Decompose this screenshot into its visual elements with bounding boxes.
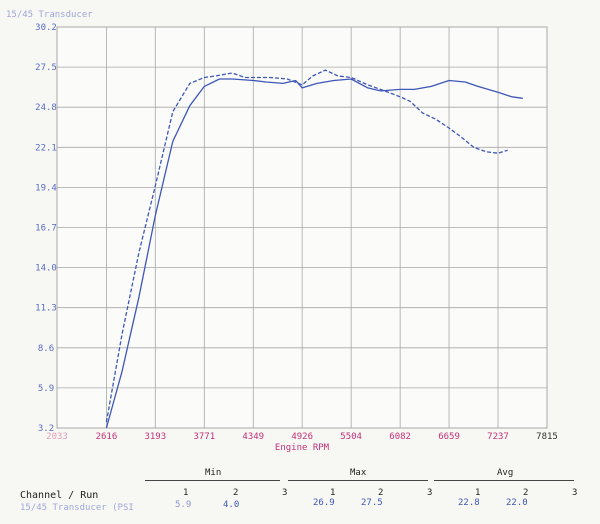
- x-axis-label: Engine RPM: [275, 443, 330, 453]
- series-line-2: [105, 69, 508, 423]
- x-tick-label-7815: 7815: [536, 432, 558, 442]
- y-tick-label-27.5: 27.5: [35, 63, 57, 73]
- x-tick-label-6082: 6082: [389, 432, 411, 442]
- x-tick-label-4926: 4926: [291, 432, 313, 442]
- x-tick-label-7237: 7237: [487, 432, 509, 442]
- y-tick-label-8.6: 8.6: [38, 344, 54, 354]
- x-tick-label-2616: 2616: [96, 432, 118, 442]
- y-tick-label-24.8: 24.8: [35, 103, 57, 113]
- x-tick-label-3771: 3771: [193, 432, 215, 442]
- y-tick-label-5.9: 5.9: [38, 384, 54, 394]
- x-tick-label-2033: 2033: [46, 432, 68, 442]
- y-tick-label-3.2: 3.2: [38, 424, 54, 434]
- y-tick-label-16.7: 16.7: [35, 224, 57, 234]
- series-line-1: [105, 78, 523, 429]
- y-tick-label-14.0: 14.0: [35, 264, 57, 274]
- y-tick-label-19.4: 19.4: [35, 183, 57, 193]
- y-tick-label-30.2: 30.2: [35, 23, 57, 33]
- chart-title: 15/45 Transducer: [6, 10, 93, 20]
- x-tick-label-3193: 3193: [144, 432, 166, 442]
- y-tick-label-22.1: 22.1: [35, 143, 57, 153]
- x-tick-label-4349: 4349: [242, 432, 264, 442]
- x-tick-label-5504: 5504: [340, 432, 362, 442]
- x-tick-label-6659: 6659: [438, 432, 460, 442]
- y-tick-label-11.3: 11.3: [35, 304, 57, 314]
